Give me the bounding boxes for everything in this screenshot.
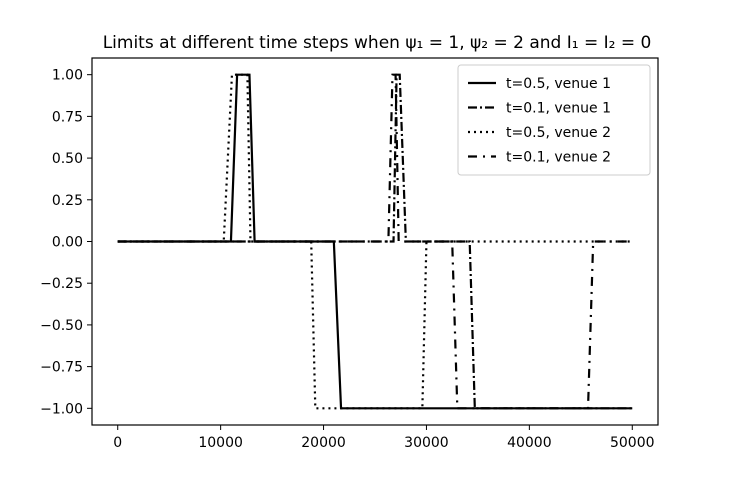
y-axis: 1.00 0.75 0.50 0.25 0.00 −0.25 −0.50 −0.75 −1.00 — [40, 68, 92, 417]
y-tick-label: −0.75 — [40, 360, 83, 376]
x-axis: 0 10000 20000 30000 40000 50000 — [113, 425, 655, 451]
x-tick-label: 50000 — [610, 435, 655, 451]
series-line-4 — [117, 73, 633, 410]
x-tick-label: 30000 — [404, 435, 449, 451]
series-line-2 — [117, 73, 633, 410]
legend-label: t=0.1, venue 1 — [506, 101, 611, 117]
legend-label: t=0.1, venue 2 — [506, 150, 611, 166]
legend-frame — [457, 64, 651, 176]
y-tick-label: −0.25 — [40, 276, 83, 292]
y-tick-label: 0.25 — [52, 193, 83, 209]
y-tick-label: −0.50 — [40, 318, 83, 334]
legend-label: t=0.5, venue 2 — [506, 125, 611, 141]
x-tick-label: 40000 — [507, 435, 552, 451]
y-tick-label: 0.00 — [52, 235, 83, 251]
series-line-1 — [117, 73, 633, 410]
legend-label: t=0.5, venue 1 — [506, 76, 611, 92]
chart-title: Limits at different time steps when ψ₁ =… — [103, 33, 652, 53]
y-tick-label: 1.00 — [52, 68, 83, 84]
legend: t=0.5, venue 1 t=0.1, venue 1 t=0.5, venue… — [457, 64, 651, 176]
x-tick-label: 20000 — [301, 435, 346, 451]
y-tick-label: −1.00 — [40, 401, 83, 417]
y-tick-label: 0.75 — [52, 109, 83, 125]
y-tick-label: 0.50 — [52, 151, 83, 167]
x-tick-label: 10000 — [198, 435, 243, 451]
x-tick-label: 0 — [113, 435, 122, 451]
plot-lines — [117, 73, 633, 410]
